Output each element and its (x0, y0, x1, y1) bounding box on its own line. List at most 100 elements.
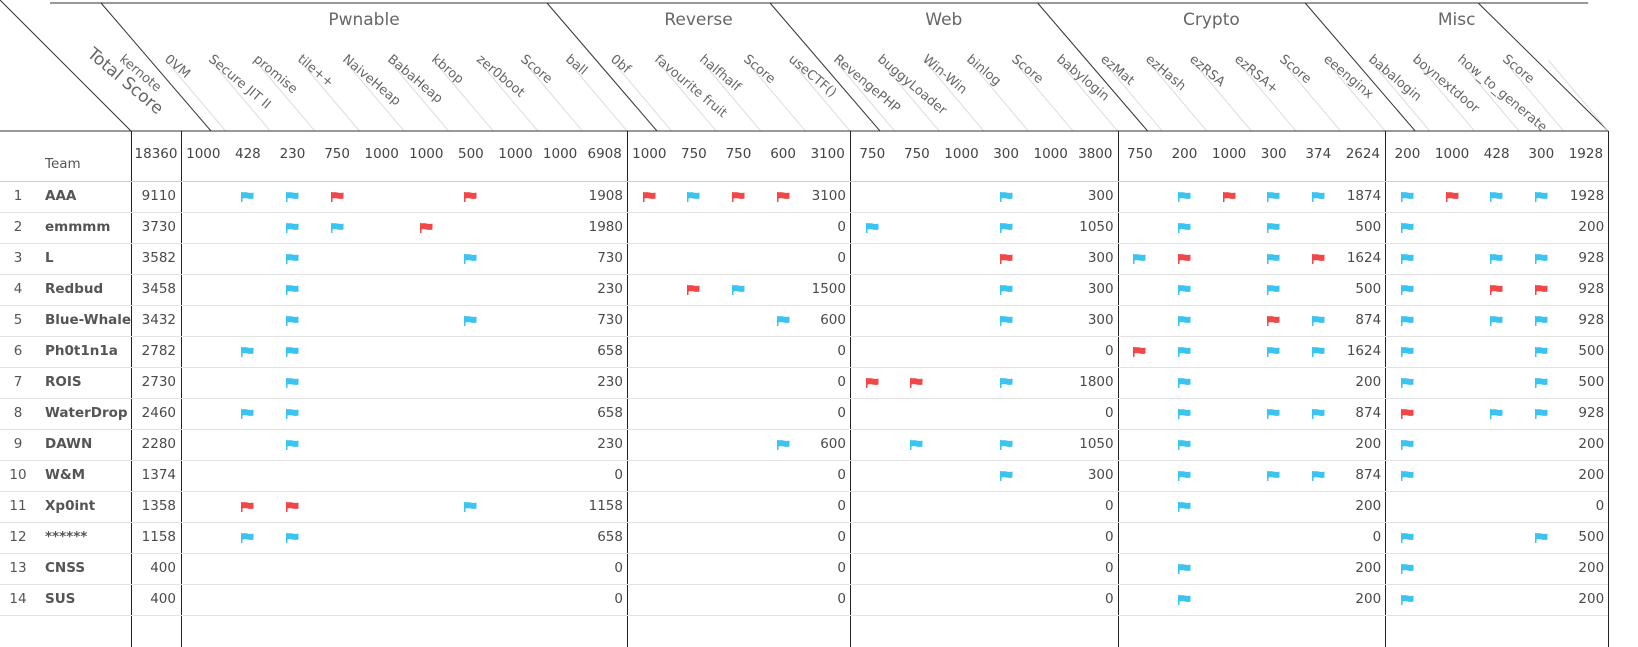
header-divider-line (789, 59, 851, 132)
red-flag-icon (330, 192, 344, 202)
challenge-points: 750 (725, 146, 752, 162)
header-divider-line (209, 59, 271, 132)
challenge-points: 200 (1171, 146, 1198, 162)
header-divider-line (1547, 59, 1609, 132)
category-score: 658 (597, 343, 623, 359)
team-name[interactable]: emmmm (45, 219, 111, 235)
header-divider-line (1304, 2, 1416, 132)
team-total-score: 3582 (141, 250, 176, 266)
category-score: 0 (837, 467, 846, 483)
row-separator (0, 490, 1609, 492)
blue-flag-icon (1311, 347, 1325, 357)
team-total-score: 1158 (141, 529, 176, 545)
category-score: 300 (1087, 188, 1114, 204)
blue-flag-icon (1133, 254, 1146, 264)
team-total-score: 1358 (141, 498, 176, 514)
row-separator (0, 614, 1609, 616)
blue-flag-icon (1534, 347, 1548, 357)
header-divider-line (566, 59, 628, 132)
team-total-score: 9110 (141, 188, 176, 204)
category-score: 1500 (811, 281, 846, 297)
category-max-score: 6908 (587, 146, 622, 162)
category-score: 500 (1578, 529, 1605, 545)
category-title-reverse: Reverse (664, 10, 733, 30)
category-score: 200 (1578, 436, 1605, 452)
row-separator (0, 304, 1609, 306)
category-score: 230 (597, 374, 623, 390)
team-name[interactable]: Ph0t1n1a (45, 343, 118, 359)
blue-flag-icon (286, 409, 299, 419)
team-name[interactable]: ****** (45, 529, 88, 545)
category-score: 500 (1355, 219, 1382, 235)
team-name[interactable]: Redbud (45, 281, 104, 297)
team-rank: 2 (13, 219, 23, 235)
row-separator (0, 428, 1609, 430)
red-flag-icon (1534, 285, 1548, 295)
team-name[interactable]: SUS (45, 591, 76, 607)
row-separator (0, 366, 1609, 368)
category-score: 200 (1578, 467, 1605, 483)
header-divider-line (100, 2, 212, 132)
team-total-score: 3730 (141, 219, 176, 235)
challenge-points: 750 (1127, 146, 1153, 162)
team-rank: 1 (13, 188, 23, 204)
blue-flag-icon (1490, 316, 1503, 326)
team-name[interactable]: Blue-Whale (45, 312, 132, 328)
challenge-points: 1000 (409, 146, 444, 162)
red-flag-icon (1490, 285, 1503, 295)
category-score: 0 (614, 591, 623, 607)
blue-flag-icon (999, 378, 1013, 388)
blue-flag-icon (464, 316, 477, 326)
category-score: 230 (597, 281, 623, 297)
challenge-points: 750 (859, 146, 886, 162)
blue-flag-icon (999, 192, 1013, 202)
column-divider (131, 131, 132, 647)
team-name[interactable]: Xp0int (45, 498, 96, 514)
red-flag-icon (419, 223, 433, 233)
blue-flag-icon (1401, 440, 1414, 450)
challenge-points: 428 (1483, 146, 1510, 162)
category-score: 1928 (1569, 188, 1605, 204)
challenge-points: 1000 (498, 146, 533, 162)
challenge-points: 200 (1394, 146, 1421, 162)
team-name[interactable]: WaterDrop (45, 405, 128, 421)
category-score: 200 (1355, 560, 1382, 576)
team-name[interactable]: ROIS (45, 374, 82, 390)
blue-flag-icon (286, 347, 299, 357)
category-score: 230 (597, 436, 623, 452)
team-rank: 5 (13, 312, 23, 328)
red-flag-icon (732, 192, 745, 202)
column-divider (1385, 131, 1387, 647)
team-total-score: 3458 (141, 281, 176, 297)
team-name[interactable]: AAA (45, 188, 77, 204)
blue-flag-icon (1267, 223, 1280, 233)
challenge-points: 1000 (1033, 146, 1068, 162)
team-name[interactable]: CNSS (45, 560, 86, 576)
team-rank: 9 (13, 436, 23, 452)
team-name[interactable]: L (45, 250, 54, 266)
blue-flag-icon (241, 409, 254, 419)
red-flag-icon (910, 378, 923, 388)
grand-total-max: 18360 (134, 146, 178, 162)
category-score: 200 (1578, 219, 1605, 235)
category-score: 300 (1087, 467, 1114, 483)
row-separator (0, 583, 1609, 585)
blue-flag-icon (330, 223, 344, 233)
category-score: 730 (597, 250, 623, 266)
blue-flag-icon (776, 316, 790, 326)
category-score: 1908 (588, 188, 623, 204)
team-rank: 6 (13, 343, 23, 359)
team-total-score: 400 (150, 560, 176, 576)
team-total-score: 1374 (141, 467, 176, 483)
team-name[interactable]: W&M (45, 467, 86, 483)
blue-flag-icon (286, 378, 299, 388)
blue-flag-icon (687, 192, 700, 202)
red-flag-icon (1445, 192, 1459, 202)
team-rank: 14 (9, 591, 27, 607)
blue-flag-icon (999, 440, 1013, 450)
team-name[interactable]: DAWN (45, 436, 93, 452)
challenge-points: 300 (993, 146, 1019, 162)
category-title-crypto: Crypto (1183, 10, 1240, 30)
category-score: 0 (1372, 529, 1382, 545)
blue-flag-icon (999, 223, 1013, 233)
